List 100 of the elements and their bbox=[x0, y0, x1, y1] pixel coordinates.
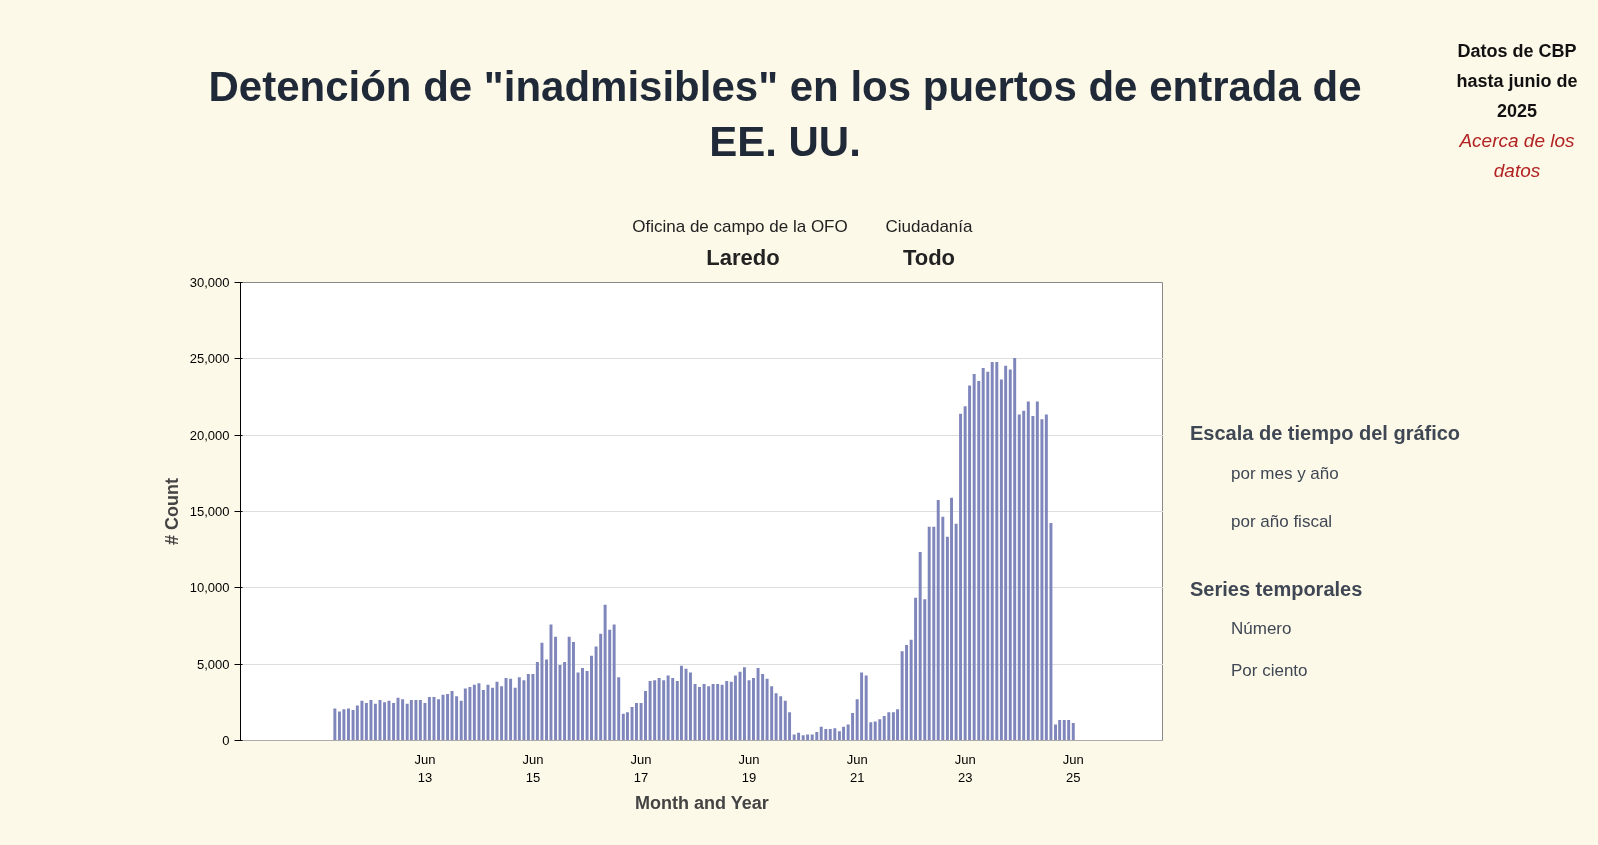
text: Todo bbox=[902, 244, 956, 273]
text: Escala de tiempo del gráfico bbox=[1190, 420, 1461, 446]
bar bbox=[752, 677, 755, 741]
bar bbox=[828, 729, 832, 741]
bar bbox=[797, 732, 801, 741]
bar bbox=[662, 680, 666, 741]
bar bbox=[972, 374, 976, 741]
bar bbox=[742, 667, 746, 741]
bar bbox=[891, 712, 895, 741]
bar bbox=[815, 732, 819, 741]
chart-title: Detención de "inadmisibles" en los puertos de entrada de EE. UU. bbox=[208, 62, 1362, 167]
bar bbox=[968, 385, 972, 741]
bar bbox=[981, 367, 985, 741]
bar bbox=[392, 703, 396, 741]
x-tick-label: Jun 23 bbox=[954, 751, 976, 785]
bar bbox=[423, 703, 427, 741]
bar bbox=[1062, 719, 1066, 741]
bar bbox=[1026, 401, 1030, 741]
bar bbox=[517, 677, 521, 741]
bar bbox=[1071, 722, 1075, 741]
bar bbox=[369, 700, 373, 741]
bar bbox=[918, 551, 922, 741]
bar bbox=[576, 672, 580, 741]
x-tick-label: Jun 13 bbox=[414, 751, 436, 785]
bar bbox=[621, 713, 625, 741]
bar bbox=[337, 711, 341, 741]
bar bbox=[486, 684, 490, 741]
bar bbox=[347, 708, 350, 741]
y-tick-label: 15,000 bbox=[189, 504, 230, 519]
bar bbox=[414, 700, 418, 741]
text: Laredo bbox=[706, 244, 780, 273]
bar bbox=[1004, 365, 1008, 741]
bar bbox=[747, 680, 751, 741]
bar bbox=[878, 719, 882, 741]
bar bbox=[401, 699, 405, 741]
bar bbox=[702, 684, 706, 741]
bar bbox=[873, 721, 877, 741]
bar bbox=[549, 624, 553, 741]
text: Por ciento bbox=[1231, 659, 1308, 682]
y-tick-label: 20,000 bbox=[189, 427, 230, 443]
bar bbox=[716, 684, 720, 741]
x-tick-label: Jun 25 bbox=[1062, 751, 1084, 785]
bar bbox=[450, 690, 454, 741]
text: Número bbox=[1231, 617, 1292, 640]
bar bbox=[491, 687, 495, 741]
x-tick-label: Jun 21 bbox=[846, 751, 868, 785]
y-tick-label: 30,000 bbox=[189, 275, 230, 290]
bar bbox=[860, 672, 864, 741]
bar bbox=[590, 655, 593, 741]
bar bbox=[333, 708, 337, 741]
bar bbox=[851, 713, 855, 741]
bar bbox=[882, 716, 886, 741]
bar bbox=[1054, 724, 1057, 741]
text: Oficina de campo de la OFO bbox=[632, 215, 848, 238]
bar bbox=[612, 624, 616, 741]
y-tick-label: 10,000 bbox=[189, 580, 230, 596]
x-tick-label: Jun 15 bbox=[522, 751, 544, 785]
y-tick-label: 0 bbox=[222, 733, 230, 748]
bar bbox=[526, 674, 530, 741]
bar bbox=[959, 413, 963, 741]
bar bbox=[477, 683, 481, 741]
bar bbox=[887, 712, 891, 741]
bar bbox=[1067, 719, 1071, 741]
bar bbox=[396, 697, 400, 741]
bar bbox=[383, 702, 387, 741]
bar bbox=[936, 500, 940, 741]
bar bbox=[432, 696, 436, 741]
bar bbox=[603, 604, 607, 741]
bar bbox=[711, 684, 715, 741]
bar bbox=[842, 726, 846, 741]
bar bbox=[1058, 719, 1062, 741]
bar bbox=[905, 645, 909, 741]
bar bbox=[698, 687, 701, 741]
bar bbox=[653, 680, 657, 741]
y-tick-label: 25,000 bbox=[189, 351, 230, 367]
bar bbox=[995, 361, 999, 741]
y-axis-title: # Count bbox=[161, 478, 182, 545]
bar bbox=[342, 709, 346, 741]
bar bbox=[927, 526, 931, 741]
x-tick-label: Jun 17 bbox=[630, 751, 652, 785]
bar bbox=[648, 680, 652, 741]
bar bbox=[355, 705, 359, 741]
bar bbox=[634, 703, 638, 741]
bar bbox=[644, 690, 647, 741]
bar bbox=[540, 642, 544, 741]
bar bbox=[472, 684, 476, 741]
bar bbox=[688, 672, 692, 741]
bar bbox=[765, 678, 769, 741]
bar bbox=[1044, 414, 1048, 741]
bar bbox=[779, 696, 783, 741]
bar bbox=[500, 686, 504, 741]
bar bbox=[1022, 410, 1026, 741]
bar bbox=[671, 677, 675, 741]
bar bbox=[720, 684, 724, 741]
bar bbox=[630, 706, 634, 741]
bar bbox=[1013, 358, 1017, 741]
bar bbox=[463, 688, 467, 741]
bar bbox=[437, 699, 441, 741]
bar bbox=[581, 667, 584, 741]
bar bbox=[810, 734, 814, 741]
